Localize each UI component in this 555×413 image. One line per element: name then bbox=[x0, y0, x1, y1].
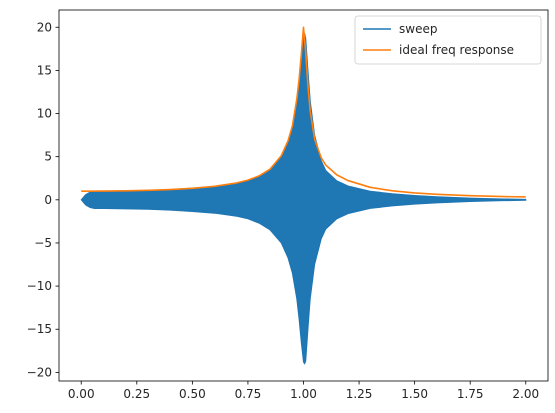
y-tick-label: 10 bbox=[37, 107, 52, 121]
x-tick-label: 0.00 bbox=[68, 387, 95, 401]
x-tick-label: 1.75 bbox=[457, 387, 484, 401]
y-tick-label: −20 bbox=[27, 365, 52, 379]
legend: sweep ideal freq response bbox=[354, 15, 542, 65]
y-tick-label: 0 bbox=[44, 193, 52, 207]
y-tick-label: 20 bbox=[37, 20, 52, 34]
x-tick-label: 1.00 bbox=[290, 387, 317, 401]
y-axis: −20 −15 −10 −5 0 5 10 15 20 bbox=[27, 20, 59, 379]
x-tick-label: 2.00 bbox=[512, 387, 539, 401]
y-tick-label: −5 bbox=[34, 236, 52, 250]
series-ideal-freq-response-line bbox=[81, 26, 526, 198]
series-layer bbox=[80, 26, 527, 365]
x-tick-label: 1.25 bbox=[346, 387, 373, 401]
legend-box bbox=[354, 15, 542, 65]
y-tick-label: −15 bbox=[27, 322, 52, 336]
x-tick-label: 0.75 bbox=[235, 387, 262, 401]
y-tick-label: −10 bbox=[27, 279, 52, 293]
x-tick-label: 0.25 bbox=[123, 387, 150, 401]
legend-label-sweep: sweep bbox=[399, 22, 437, 36]
x-axis: 0.00 0.25 0.50 0.75 1.00 1.25 1.50 1.75 2.00 bbox=[68, 381, 539, 401]
legend-label-ideal-freq-response: ideal freq response bbox=[399, 43, 514, 57]
x-tick-label: 1.50 bbox=[401, 387, 428, 401]
y-tick-label: 15 bbox=[37, 63, 52, 77]
y-tick-label: 5 bbox=[44, 150, 52, 164]
x-tick-label: 0.50 bbox=[179, 387, 206, 401]
